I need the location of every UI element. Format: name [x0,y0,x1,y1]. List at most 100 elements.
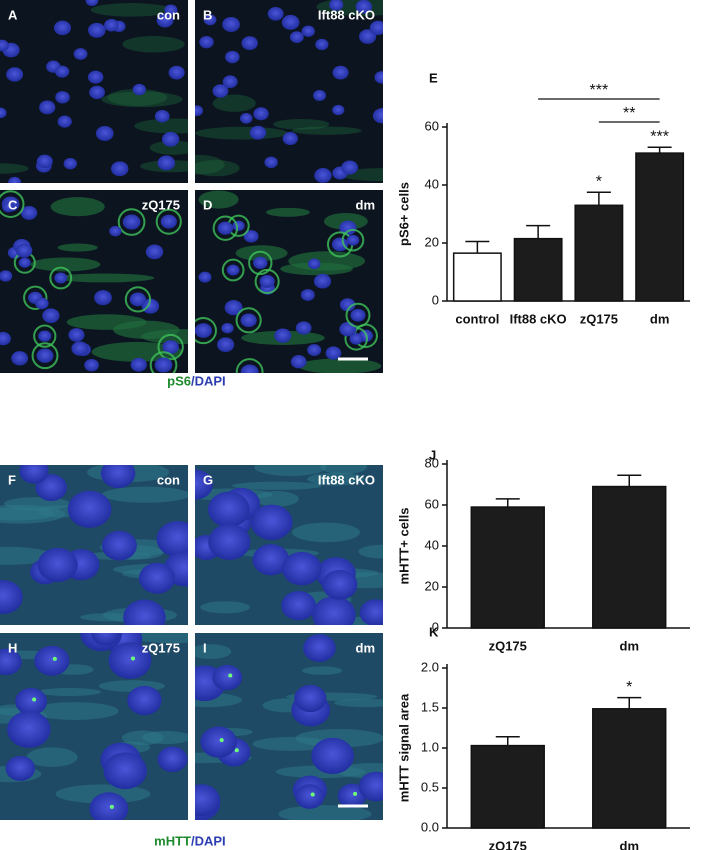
micrograph-content [0,190,188,373]
puncta [310,792,315,797]
panel-letter: B [203,7,212,22]
puncta [102,633,106,634]
nucleus [307,258,321,270]
fiber [149,140,188,155]
nucleus [200,726,237,758]
nucleus [111,161,129,177]
nucleus [123,599,166,625]
nucleus [20,205,38,220]
nucleus [67,490,112,528]
comparison-label: *** [590,82,609,99]
nucleus [162,340,179,354]
panel-letter: J [429,447,436,462]
micrograph-content [0,465,188,625]
nucleus [267,7,284,21]
nucleus [108,642,152,679]
nucleus [259,275,275,288]
nucleus [313,273,332,289]
fiber [195,160,240,177]
x-tick-label: zQ175 [489,638,527,653]
nucleus [89,85,105,100]
nucleus [350,308,366,322]
nucleus [195,105,204,117]
nucleus [38,330,52,342]
panel-label: dm [356,640,376,655]
nucleus [358,771,383,802]
panel-letter: F [8,472,16,487]
fiber [195,126,289,140]
nucleus [217,337,235,353]
fiber [91,341,183,362]
fiber [278,805,372,820]
y-tick-label: 40 [425,537,439,552]
nucleus [122,214,141,230]
caption-stain: mHTT [154,833,191,848]
fiber [101,91,183,108]
x-tick-label: control [455,311,499,326]
stained-cell [195,316,217,345]
y-tick-label: 0 [432,292,439,307]
nucleus [164,4,178,16]
fiber [320,465,368,475]
nucleus [281,14,300,30]
nucleus [2,201,15,213]
nucleus [71,341,89,356]
x-tick-label: dm [620,838,640,850]
nucleus [91,633,120,646]
stained-cell [124,286,152,313]
nucleus [369,20,383,36]
nucleus [199,35,214,49]
fiber [0,163,29,174]
nucleus [35,474,67,501]
x-tick-label: zQ175 [580,311,618,326]
nucleus [355,0,373,14]
nucleus [154,109,170,123]
micrograph-content [0,633,188,820]
y-tick-label: 20 [425,578,439,593]
bar [635,152,685,302]
panel-letter: E [429,70,438,85]
nucleus [207,491,250,528]
nucleus [294,684,327,713]
fiber [298,358,382,373]
fiber [141,731,188,745]
nucleus [168,65,185,80]
panel-label: Ift88 cKO [318,472,375,487]
micrograph-content [195,190,383,373]
fiber [90,3,172,17]
significance: * [596,173,602,190]
nucleus [100,465,136,489]
nucleus [325,346,342,360]
fiber [50,197,105,217]
fiber [334,698,383,708]
nucleus [6,67,24,82]
nucleus [0,648,22,676]
y-tick-label: 0.5 [421,779,439,794]
y-tick-label: 0 [432,619,439,634]
nucleus [18,257,31,268]
puncta [130,656,135,661]
y-tick-label: 1.0 [421,739,439,754]
micrograph: B Ift88 cKO [195,0,383,183]
y-axis-label: mHTT+ cells [396,508,411,585]
fiber [301,666,343,675]
stained-cell [221,258,245,282]
panel-letter: K [429,624,439,639]
y-tick-label: 60 [425,118,439,133]
nucleus [295,321,312,335]
nucleus [240,364,259,373]
nucleus [132,83,147,96]
nucleus [331,237,349,252]
fiber [212,94,256,112]
fiber [26,747,78,768]
nucleus [250,504,293,541]
y-axis-label: mHTT signal area [396,693,411,802]
nucleus [42,308,60,323]
nucleus [264,156,278,169]
panel-label: con [157,7,180,22]
nucleus [341,160,359,175]
